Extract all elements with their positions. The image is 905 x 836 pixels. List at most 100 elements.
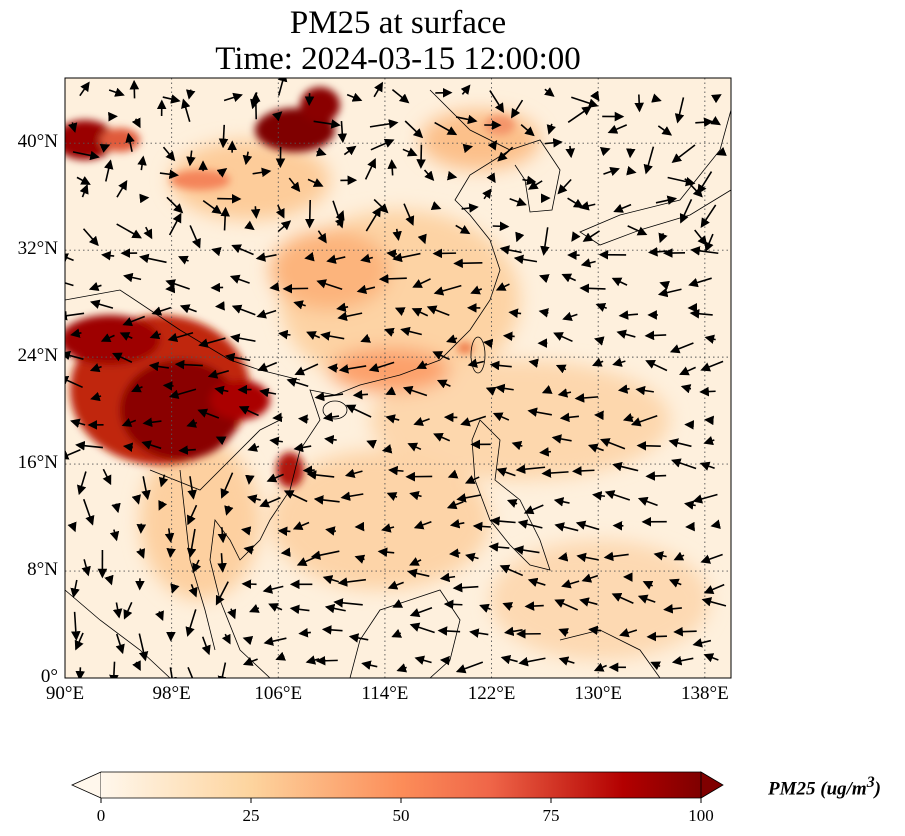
wind-vector-arrow — [499, 245, 522, 255]
wind-vector-arrow — [337, 311, 363, 322]
lon-tick-label: 138°E — [680, 683, 729, 704]
wind-vector-arrow — [447, 469, 459, 479]
wind-vector-arrow — [673, 626, 697, 637]
wind-vector-arrow — [214, 385, 229, 396]
wind-vector-arrow — [523, 504, 544, 515]
wind-vector-arrow — [495, 383, 514, 394]
wind-vector-arrow — [716, 146, 727, 156]
wind-vector-arrow — [515, 464, 546, 474]
wind-vector-arrow — [141, 476, 151, 501]
lon-tick-label: 98°E — [152, 683, 191, 704]
wind-vector-arrow — [679, 198, 693, 224]
wind-vector-arrow — [187, 666, 194, 678]
wind-vector-arrow — [436, 379, 451, 389]
wind-vector-arrow — [409, 606, 433, 618]
wind-vector-arrow — [671, 458, 697, 470]
wind-vector-arrow — [111, 502, 121, 514]
colorbar — [101, 772, 701, 798]
wind-vector-arrow — [489, 90, 505, 113]
wind-vector-arrow — [364, 158, 376, 180]
wind-vector-arrow — [561, 273, 577, 283]
wind-vector-arrow — [645, 471, 667, 481]
wind-vector-arrow — [322, 575, 339, 585]
wind-vector-arrow — [634, 94, 644, 113]
wind-vector-arrow — [704, 415, 714, 426]
wind-vector-arrow — [673, 551, 685, 561]
wind-vector-arrow — [619, 628, 638, 638]
wind-vector-arrow — [340, 491, 364, 501]
wind-vector-arrow — [689, 308, 713, 319]
wind-vector-arrow — [465, 552, 479, 563]
wind-vector-arrow — [136, 548, 146, 559]
wind-vector-arrow — [703, 435, 715, 446]
wind-vector-arrow — [688, 277, 712, 288]
wind-vector-arrow — [710, 116, 721, 126]
wind-vector-arrow — [575, 520, 600, 531]
wind-vector-arrow — [483, 338, 494, 349]
wind-vector-arrow — [599, 438, 626, 450]
wind-vector-arrow — [198, 337, 226, 348]
wind-vector-arrow — [527, 577, 546, 587]
wind-vector-arrow — [565, 145, 576, 159]
wind-vector-arrow — [559, 412, 580, 423]
wind-vector-arrow — [202, 199, 222, 215]
wind-vector-arrow — [558, 656, 575, 666]
wind-vector-arrow — [500, 654, 518, 665]
wind-vector-arrow — [554, 522, 579, 532]
wind-vector-arrow — [423, 169, 435, 181]
wind-vector-arrow — [346, 92, 363, 102]
wind-vector-arrow — [517, 519, 543, 529]
wind-vector-arrow — [590, 90, 600, 102]
wind-vector-arrow — [618, 310, 639, 320]
wind-vector-arrow — [275, 204, 285, 219]
wind-vector-arrow — [352, 389, 369, 400]
wind-vector-arrow — [164, 528, 175, 543]
wind-vector-arrow — [571, 466, 595, 476]
wind-vector-arrow — [527, 180, 543, 190]
wind-vector-arrow — [188, 584, 198, 598]
wind-vector-arrow — [710, 519, 721, 529]
wind-vector-arrow — [539, 447, 552, 457]
wind-vector-arrow — [132, 660, 141, 671]
wind-vector-arrow — [539, 274, 550, 284]
lon-tick-label: 114°E — [361, 683, 409, 704]
wind-vector-arrow — [469, 628, 489, 638]
wind-vector-arrow — [377, 547, 395, 557]
wind-vector-arrow — [496, 467, 516, 477]
wind-vector-arrow — [100, 333, 115, 343]
wind-vector-arrow — [461, 203, 479, 213]
wind-vector-arrow — [582, 230, 600, 242]
wind-vector-arrow — [655, 195, 678, 205]
wind-vector-arrow — [335, 210, 345, 226]
wind-vector-arrow — [453, 258, 483, 269]
wind-vector-arrow — [220, 206, 230, 231]
wind-vector-arrow — [502, 331, 515, 342]
wind-vector-arrow — [321, 625, 343, 635]
wind-vector-arrow — [391, 628, 403, 638]
wind-vector-arrow — [396, 663, 408, 673]
wind-vector-arrow — [515, 231, 525, 243]
wind-vector-arrow — [155, 610, 164, 622]
wind-vector-arrow — [229, 274, 250, 284]
wind-vector-arrow — [392, 599, 404, 608]
wind-vector-arrow — [528, 358, 539, 368]
wind-vector-arrow — [472, 521, 491, 532]
wind-vector-arrow — [245, 474, 255, 485]
wind-vector-arrow — [524, 601, 544, 611]
wind-vector-arrow — [277, 78, 288, 96]
wind-vector-arrow — [283, 490, 308, 503]
wind-vector-arrow — [65, 282, 74, 287]
wind-vector-arrow — [488, 542, 510, 552]
wind-vector-arrow — [168, 212, 182, 236]
wind-vector-arrow — [72, 150, 100, 161]
wind-vector-arrow — [455, 114, 478, 125]
wind-vector-arrow — [272, 412, 283, 423]
wind-vector-arrow — [345, 404, 372, 418]
wind-vector-arrow — [71, 611, 81, 641]
lon-tick-label: 90°E — [45, 683, 85, 704]
wind-vector-arrow — [112, 352, 133, 363]
wind-vector-arrow — [143, 226, 153, 240]
wind-vector-arrow — [298, 627, 311, 638]
wind-vector-arrow — [557, 552, 569, 562]
wind-vector-arrow — [587, 443, 604, 453]
